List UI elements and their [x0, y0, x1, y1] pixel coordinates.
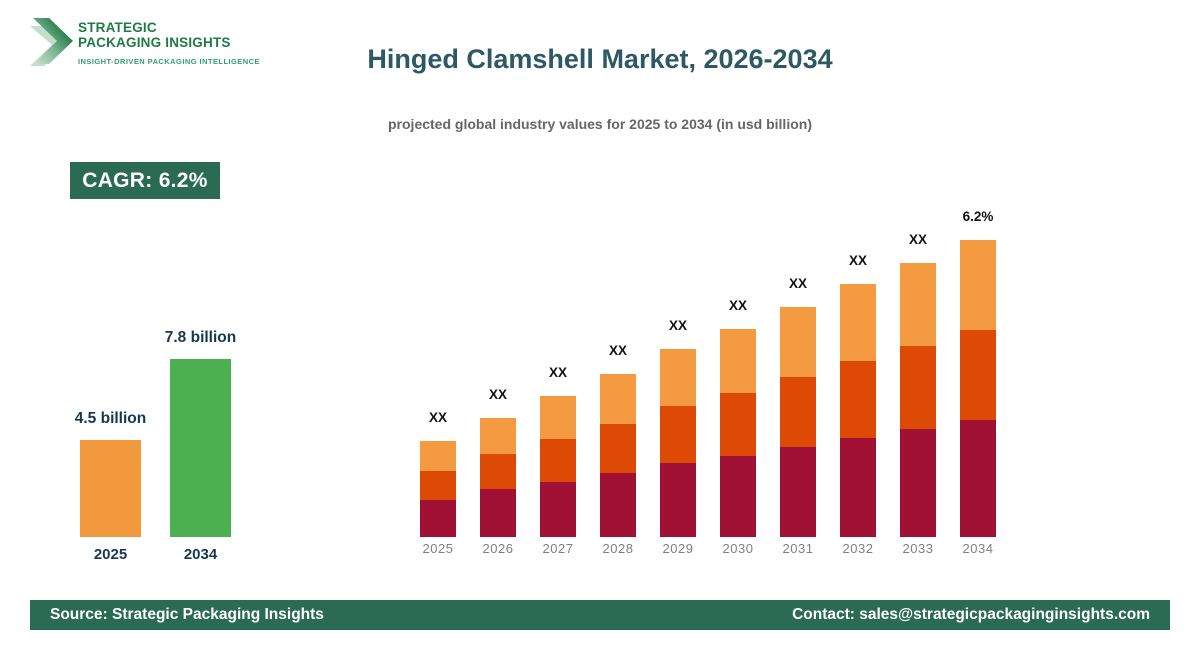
stacked-bar-2031 — [780, 307, 816, 537]
stacked-bar-2032 — [840, 284, 876, 537]
segment-top-2029 — [660, 349, 696, 406]
stacked-bar-2026 — [480, 418, 516, 537]
stacked-year-label-2026: 2026 — [482, 541, 514, 556]
mini-year-label-2025: 2025 — [93, 546, 128, 563]
stacked-bar-value-2025: XX — [428, 410, 447, 425]
cagr-badge: CAGR: 6.2% — [70, 162, 220, 199]
segment-middle-2031 — [780, 377, 816, 447]
segment-bottom-2026 — [480, 489, 516, 537]
stacked-year-label-2030: 2030 — [722, 541, 754, 556]
segment-bottom-2025 — [420, 500, 456, 537]
segment-top-2030 — [720, 329, 756, 393]
stacked-year-label-2025: 2025 — [422, 541, 454, 556]
segment-bottom-2033 — [900, 429, 936, 537]
segment-bottom-2030 — [720, 456, 756, 537]
stacked-bar-value-2034: 6.2% — [962, 209, 994, 224]
stacked-bar-2029 — [660, 349, 696, 537]
stacked-bar-value-2030: XX — [728, 298, 747, 313]
mini-value-label-2025: 4.5 billion — [74, 410, 147, 427]
segment-middle-2027 — [540, 439, 576, 482]
mini-value-label-2034: 7.8 billion — [164, 329, 237, 346]
stacked-year-label-2027: 2027 — [542, 541, 574, 556]
segment-middle-2034 — [960, 330, 996, 420]
logo: STRATEGIC PACKAGING INSIGHTS INSIGHT-DRI… — [30, 10, 260, 72]
segment-top-2026 — [480, 418, 516, 454]
stacked-year-label-2029: 2029 — [662, 541, 694, 556]
segment-top-2025 — [420, 441, 456, 471]
segment-bottom-2028 — [600, 473, 636, 537]
stacked-bar-value-2029: XX — [668, 318, 687, 333]
segment-middle-2033 — [900, 346, 936, 429]
footer-source: Source: Strategic Packaging Insights — [50, 606, 324, 623]
segment-top-2033 — [900, 263, 936, 346]
segment-middle-2026 — [480, 454, 516, 489]
stacked-year-label-2028: 2028 — [602, 541, 634, 556]
logo-line2: PACKAGING INSIGHTS — [78, 35, 231, 50]
stacked-bar-2034 — [960, 240, 996, 537]
stacked-bar-2025 — [420, 441, 456, 537]
segment-top-2028 — [600, 374, 636, 424]
page-subtitle: projected global industry values for 202… — [388, 116, 812, 132]
stacked-bar-2033 — [900, 263, 936, 537]
stacked-bar-value-2032: XX — [848, 253, 867, 268]
stacked-bar-2028 — [600, 374, 636, 537]
chevron-logo-icon — [30, 18, 73, 66]
stacked-bar-value-2033: XX — [908, 232, 927, 247]
segment-top-2031 — [780, 307, 816, 377]
stacked-bar-value-2031: XX — [788, 276, 807, 291]
logo-line1: STRATEGIC — [78, 20, 157, 35]
segment-bottom-2032 — [840, 438, 876, 537]
segment-middle-2029 — [660, 406, 696, 463]
stacked-bar-value-2028: XX — [608, 343, 627, 358]
segment-top-2027 — [540, 396, 576, 439]
segment-middle-2030 — [720, 393, 756, 456]
stacked-year-label-2031: 2031 — [782, 541, 814, 556]
segment-top-2034 — [960, 240, 996, 330]
stacked-year-label-2032: 2032 — [842, 541, 874, 556]
stacked-year-label-2034: 2034 — [962, 541, 994, 556]
stacked-bar-value-2026: XX — [488, 387, 507, 402]
page-title: Hinged Clamshell Market, 2026-2034 — [367, 44, 833, 74]
segment-bottom-2031 — [780, 447, 816, 537]
segment-middle-2028 — [600, 424, 636, 473]
segment-middle-2032 — [840, 361, 876, 438]
mini-bar-2034 — [170, 359, 231, 537]
stacked-bar-2027 — [540, 396, 576, 537]
logo-text: STRATEGIC PACKAGING INSIGHTS INSIGHT-DRI… — [78, 10, 260, 66]
footer-bar: Source: Strategic Packaging Insights Con… — [30, 600, 1170, 630]
mini-bar-2025 — [80, 440, 141, 537]
footer-contact: Contact: sales@strategicpackaginginsight… — [792, 606, 1150, 623]
segment-bottom-2027 — [540, 482, 576, 537]
logo-tagline: INSIGHT-DRIVEN PACKAGING INTELLIGENCE — [78, 57, 260, 66]
stacked-bar-2030 — [720, 329, 756, 537]
stacked-bar-value-2027: XX — [548, 365, 567, 380]
segment-top-2032 — [840, 284, 876, 361]
segment-bottom-2029 — [660, 463, 696, 537]
segment-middle-2025 — [420, 471, 456, 500]
segment-bottom-2034 — [960, 420, 996, 537]
mini-year-label-2034: 2034 — [183, 546, 218, 563]
stacked-year-label-2033: 2033 — [902, 541, 934, 556]
